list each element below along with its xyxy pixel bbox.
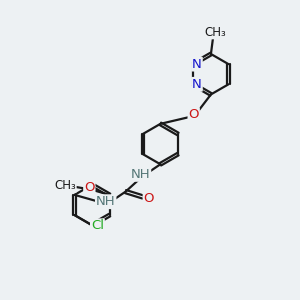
- Text: O: O: [84, 181, 94, 194]
- Text: NH: NH: [131, 168, 150, 181]
- Text: O: O: [144, 192, 154, 205]
- Text: Cl: Cl: [91, 219, 104, 232]
- Text: CH₃: CH₃: [54, 179, 76, 192]
- Text: N: N: [192, 78, 202, 91]
- Text: O: O: [188, 108, 199, 121]
- Text: CH₃: CH₃: [204, 26, 226, 38]
- Text: N: N: [192, 58, 202, 70]
- Text: NH: NH: [96, 195, 116, 208]
